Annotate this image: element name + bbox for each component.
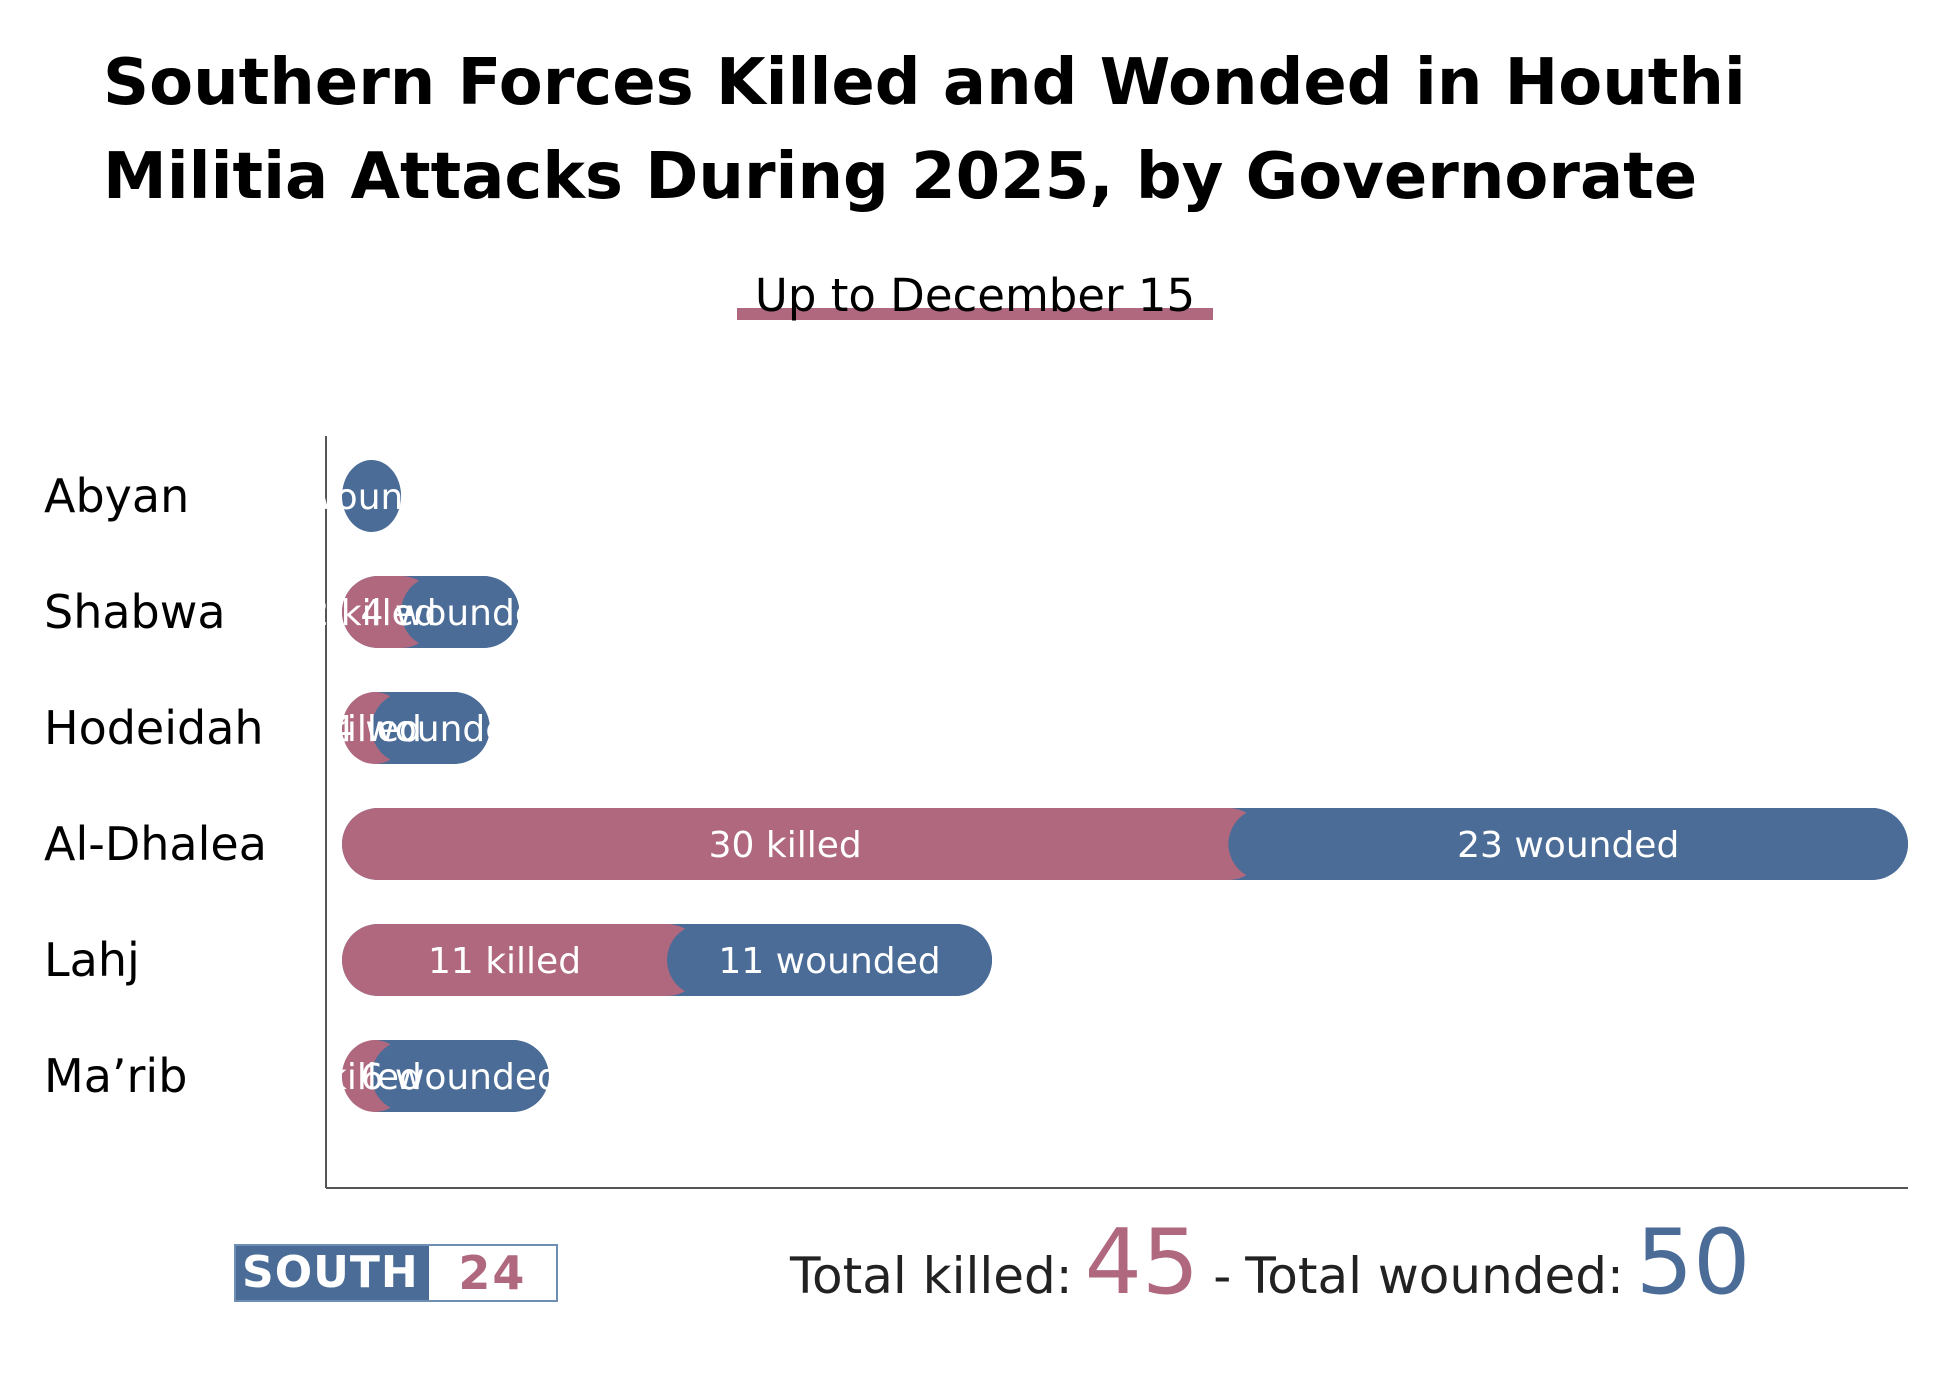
bar-killed-al-dhalea: [342, 808, 1265, 880]
total-wounded-value: 50: [1635, 1210, 1751, 1315]
chart-title: Southern Forces Killed and Wonded in Hou…: [103, 36, 1903, 224]
bar-wounded-cap-al-dhalea: [1228, 808, 1908, 880]
bar-label-killed-hodeidah: 1 killed: [292, 709, 422, 750]
bar-wounded-cap-hodeidah: [371, 692, 490, 764]
category-label-ma-rib: Ma’rib: [44, 1049, 187, 1103]
totals-summary: Total killed: 45 - Total wounded: 50: [790, 1210, 1764, 1320]
title-line-1: Southern Forces Killed and Wonded in Hou…: [103, 46, 1746, 120]
bar-wounded-cap-lahj: [667, 924, 993, 996]
bar-label-killed-al-dhalea: 30 killed: [709, 825, 862, 866]
subtitle-container: Up to December 15: [0, 268, 1950, 324]
bar-label-wounded-ma-rib: 6 wounded: [361, 1057, 560, 1098]
logo-text-24: 24: [428, 1246, 556, 1300]
category-label-abyan: Abyan: [44, 469, 189, 523]
logo-text-south: SOUTH: [236, 1246, 429, 1300]
bar-label-wounded-hodeidah: 4 wounded: [331, 709, 530, 750]
bar-label-killed-shabwa: 2 killed: [306, 593, 436, 634]
subtitle: Up to December 15: [736, 268, 1214, 324]
bar-killed-lahj: [342, 924, 704, 996]
total-killed-label: Total killed:: [790, 1247, 1073, 1305]
totals-separator: -: [1213, 1247, 1232, 1305]
subtitle-underline: [736, 308, 1214, 320]
south24-logo: SOUTH 24: [234, 1244, 558, 1302]
total-wounded-label: Total wounded:: [1245, 1247, 1624, 1305]
bar-wounded-cap-ma-rib: [371, 1040, 549, 1112]
bar-wounded-cap-shabwa: [401, 576, 520, 648]
bar-label-wounded-al-dhalea: 23 wounded: [1457, 825, 1679, 866]
category-label-hodeidah: Hodeidah: [44, 701, 264, 755]
title-line-2: Militia Attacks During 2025, by Governor…: [103, 140, 1698, 214]
category-label-lahj: Lahj: [44, 933, 140, 987]
bar-label-wounded-abyan: 2 wounded: [272, 477, 471, 518]
subtitle-text: Up to December 15: [754, 269, 1196, 322]
bar-label-killed-ma-rib: 1 killed: [292, 1057, 422, 1098]
bar-label-killed-lahj: 11 killed: [428, 941, 581, 982]
bar-label-wounded-shabwa: 4 wounded: [361, 593, 560, 634]
bar-wounded-abyan: [342, 460, 402, 532]
bar-label-wounded-lahj: 11 wounded: [718, 941, 940, 982]
category-label-al-dhalea: Al-Dhalea: [44, 817, 267, 871]
category-label-shabwa: Shabwa: [44, 585, 226, 639]
total-killed-value: 45: [1084, 1210, 1200, 1315]
